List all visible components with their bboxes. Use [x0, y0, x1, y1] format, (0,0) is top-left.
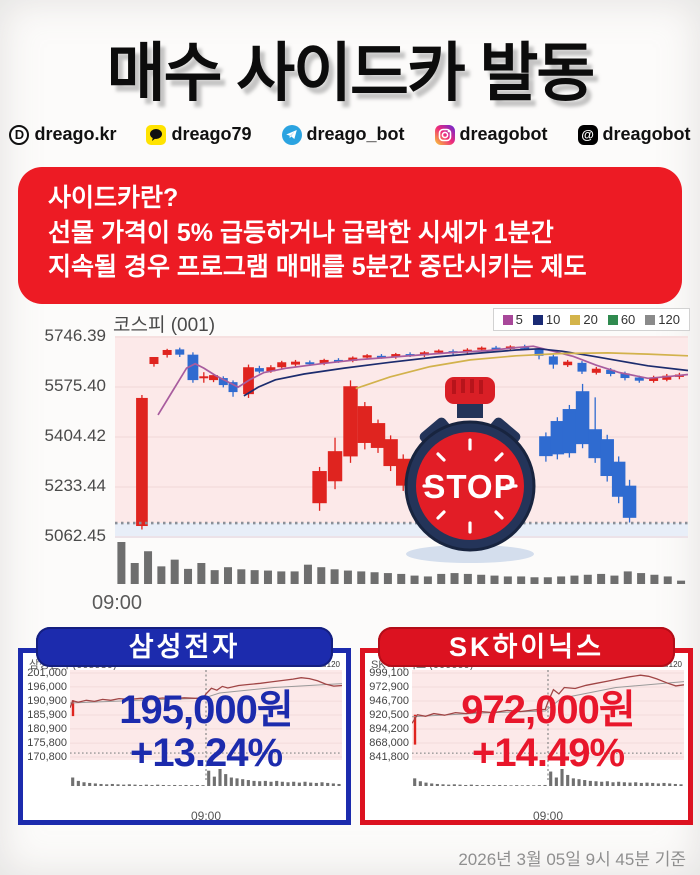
samsung-x-tick: 09:00 — [190, 809, 222, 823]
y-tick-label: 5575.40 — [44, 376, 106, 395]
skhynix-line-chart — [412, 670, 684, 786]
stopwatch-ticks — [422, 438, 518, 534]
stop-stopwatch-graphic: STOP — [404, 377, 536, 563]
y-tick-label: 196,000 — [27, 680, 67, 693]
legend-item-ma10: 10 — [532, 312, 561, 327]
instagram-icon — [434, 124, 455, 145]
kospi-chart-title: 코스피 (001) — [113, 315, 216, 336]
skhynix-price: 972,000원 — [461, 688, 635, 732]
info-heading: 사이드카란? — [48, 184, 179, 212]
y-tick-label: 5233.44 — [44, 475, 106, 495]
legend-label: 10 — [545, 312, 561, 327]
mini-volume-bars — [71, 769, 341, 786]
kospi-gridlines — [115, 336, 688, 538]
y-tick-label: 5404.42 — [44, 426, 106, 445]
telegram-icon — [281, 124, 302, 145]
legend-item-ma120: 120 — [645, 312, 680, 327]
y-tick-label: 920,500 — [369, 708, 409, 721]
legend-swatch — [607, 314, 618, 325]
legend-item-ma60: 60 — [607, 312, 636, 327]
y-tick-label: 868,000 — [369, 737, 409, 749]
kospi-ma-lines — [157, 345, 688, 416]
social-link-kakao[interactable]: dreago79 — [146, 124, 252, 145]
legend-swatch — [502, 314, 513, 325]
legend-swatch — [645, 314, 656, 325]
stop-label: STOP — [423, 468, 516, 505]
threads-icon: @ — [577, 124, 598, 145]
timestamp-note: 2026년 3월 05일 9시 45분 기준 — [458, 850, 686, 869]
y-tick-label: 201,000 — [27, 667, 67, 679]
y-tick-label: 972,900 — [369, 680, 409, 693]
legend-label: 120 — [668, 659, 682, 669]
kakao-icon — [146, 124, 167, 145]
skhynix-change: +14.49% — [471, 731, 625, 775]
legend-swatch — [532, 314, 543, 325]
y-tick-label: 170,800 — [27, 751, 67, 763]
social-links-row: D dreago.kr dreago79 dreago_bot dreagobo… — [0, 124, 700, 145]
legend-item-ma5: 5 — [502, 312, 523, 327]
info-line-2: 지속될 경우 프로그램 매매를 5분간 중단시키는 제도 — [48, 253, 587, 281]
kospi-candlestick-chart — [115, 336, 688, 584]
y-tick-label: 180,900 — [27, 722, 67, 735]
samsung-change: +13.24% — [129, 731, 283, 775]
skhynix-x-tick: 09:00 — [532, 809, 564, 823]
y-tick-label: 841,800 — [369, 751, 409, 763]
sidecar-definition-box: 사이드카란? 선물 가격이 5% 급등하거나 급락한 시세가 1분간 지속될 경… — [18, 167, 682, 304]
y-tick-label: 190,900 — [27, 695, 67, 708]
legend-item-ma20: 20 — [570, 312, 598, 327]
y-tick-label: 5062.45 — [44, 526, 106, 545]
legend-label: 120 — [658, 312, 680, 327]
y-tick-label: 175,800 — [27, 737, 67, 750]
social-handle: dreago_bot — [306, 124, 405, 144]
kospi-candles — [136, 344, 684, 530]
y-tick-label: 5746.39 — [44, 326, 106, 345]
samsung-price: 195,000원 — [119, 688, 293, 732]
legend-label: 120 — [326, 659, 340, 669]
mini-volume-bars — [413, 769, 683, 786]
social-handle: dreago.kr — [34, 124, 117, 144]
kospi-chart-section: 코스피 (001) 5 10 20 60 120 5746.39 5575.40 5404.… — [0, 306, 700, 618]
social-handle: dreago79 — [171, 124, 252, 144]
legend-label: 20 — [583, 312, 598, 327]
y-tick-label: 185,900 — [27, 709, 67, 721]
social-link-threads[interactable]: @ dreagobot — [577, 124, 691, 145]
legend-swatch — [570, 314, 581, 325]
mini-price-line — [70, 677, 342, 709]
social-handle: dreagobot — [602, 124, 691, 144]
social-link-blog[interactable]: D dreago.kr — [9, 124, 116, 145]
y-tick-label: 999,100 — [369, 667, 409, 679]
samsung-line-chart — [70, 670, 342, 786]
social-link-telegram[interactable]: dreago_bot — [281, 124, 405, 145]
info-line-1: 선물 가격이 5% 급등하거나 급락한 시세가 1분간 — [48, 218, 554, 247]
mini-price-line — [412, 674, 684, 724]
skhynix-price-overlay: 972,000원 +14.49% — [412, 688, 684, 774]
legend-label: 5 — [515, 312, 523, 327]
y-tick-label: 894,200 — [369, 723, 409, 736]
skhynix-panel-header: SK하이닉스 — [377, 627, 676, 667]
kospi-volume-bars — [117, 542, 686, 584]
ma-legend: 5 10 20 60 120 — [492, 308, 690, 331]
y-tick-label: 946,700 — [369, 694, 409, 707]
samsung-panel-header: 삼성전자 — [35, 627, 334, 667]
samsung-chart-body: 201,000 196,000 190,900 185,900 180,900 175,8… — [25, 667, 344, 823]
skhynix-chart-body: 999,100 972,900 946,700 920,500 894,200 868,0… — [367, 667, 686, 823]
page-title: 매수 사이드카 발동 — [106, 37, 596, 109]
samsung-price-overlay: 195,000원 +13.24% — [70, 688, 342, 774]
blog-d-icon: D — [9, 124, 30, 145]
legend-label: 60 — [620, 312, 636, 327]
social-handle: dreagobot — [459, 124, 548, 144]
social-link-instagram[interactable]: dreagobot — [434, 124, 548, 145]
stopwatch-knob — [445, 377, 495, 418]
kospi-x-tick: 09:00 — [92, 592, 143, 614]
